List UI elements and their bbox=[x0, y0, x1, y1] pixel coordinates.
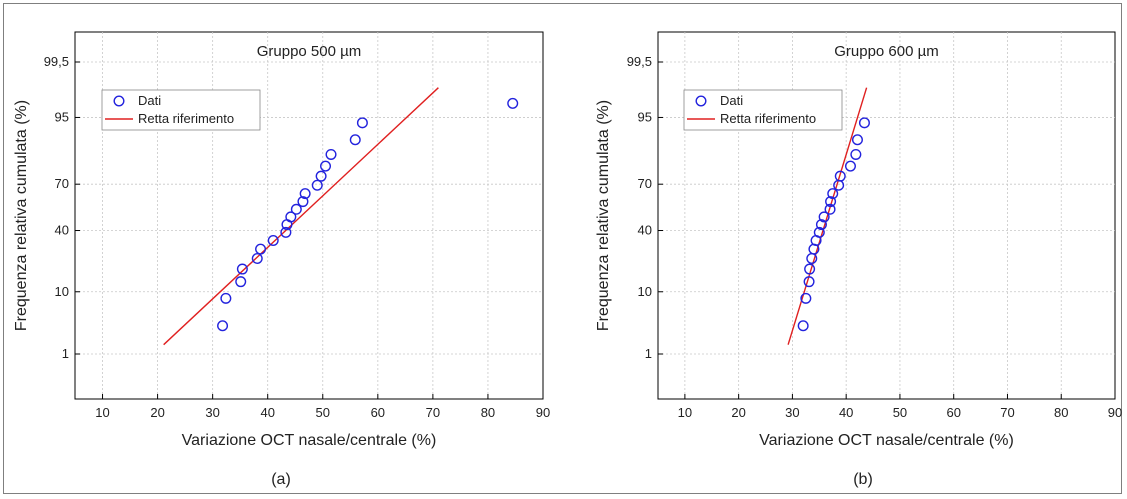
y-tick-label: 10 bbox=[55, 284, 69, 299]
legend-box bbox=[101, 89, 261, 131]
x-tick-label: 50 bbox=[316, 405, 330, 420]
data-point bbox=[800, 292, 812, 304]
data-point bbox=[858, 117, 870, 129]
data-point bbox=[813, 226, 825, 238]
x-tick-label: 70 bbox=[426, 405, 440, 420]
data-point bbox=[507, 97, 519, 109]
reference-line bbox=[163, 87, 439, 346]
x-tick-label: 90 bbox=[1108, 405, 1122, 420]
x-tick-label: 60 bbox=[371, 405, 385, 420]
data-point bbox=[311, 179, 323, 191]
legend-label-dati: Dati bbox=[720, 93, 743, 108]
x-tick-label: 90 bbox=[536, 405, 550, 420]
x-tick-label: 20 bbox=[150, 405, 164, 420]
panel-caption: (a) bbox=[271, 471, 291, 488]
data-point bbox=[834, 170, 846, 182]
data-point bbox=[299, 188, 311, 200]
data-point bbox=[844, 160, 856, 172]
data-point bbox=[815, 219, 827, 231]
legend-label-dati: Dati bbox=[138, 93, 161, 108]
data-point bbox=[356, 117, 368, 129]
x-axis-title: Variazione OCT nasale/centrale (%) bbox=[182, 432, 437, 449]
legend-label-retta: Retta riferimento bbox=[138, 111, 234, 126]
x-tick-label: 20 bbox=[731, 405, 745, 420]
data-point bbox=[217, 320, 229, 332]
data-point bbox=[797, 320, 809, 332]
legend-marker-circle bbox=[113, 95, 125, 107]
reference-line bbox=[787, 87, 868, 345]
data-point bbox=[290, 203, 302, 215]
data-point bbox=[851, 134, 863, 146]
data-point bbox=[315, 170, 327, 182]
y-tick-label: 40 bbox=[55, 223, 69, 238]
data-point bbox=[803, 276, 815, 288]
data-point bbox=[297, 196, 309, 208]
x-tick-label: 30 bbox=[205, 405, 219, 420]
data-point bbox=[236, 263, 248, 275]
data-point bbox=[824, 203, 836, 215]
y-tick-label: 1 bbox=[645, 346, 652, 361]
data-point bbox=[280, 226, 292, 238]
data-point bbox=[251, 252, 263, 264]
x-tick-label: 40 bbox=[260, 405, 274, 420]
panel-caption: (b) bbox=[853, 471, 873, 488]
x-tick-label: 30 bbox=[785, 405, 799, 420]
x-axis-title: Variazione OCT nasale/centrale (%) bbox=[759, 432, 1014, 449]
y-tick-label: 70 bbox=[55, 176, 69, 191]
x-tick-label: 50 bbox=[893, 405, 907, 420]
y-tick-label: 99,5 bbox=[627, 54, 652, 69]
y-tick-label: 95 bbox=[638, 109, 652, 124]
y-tick-label: 99,5 bbox=[44, 54, 69, 69]
data-point bbox=[255, 243, 267, 255]
data-point bbox=[825, 196, 837, 208]
y-axis-title: Frequenza relativa cumulata (%) bbox=[13, 100, 30, 331]
chart-title: Gruppo 500 µm bbox=[257, 43, 362, 60]
x-tick-label: 80 bbox=[1054, 405, 1068, 420]
data-point bbox=[850, 148, 862, 160]
data-point bbox=[325, 148, 337, 160]
data-point bbox=[349, 134, 361, 146]
x-tick-label: 60 bbox=[946, 405, 960, 420]
data-point bbox=[818, 211, 830, 223]
x-tick-label: 70 bbox=[1000, 405, 1014, 420]
chart-panel-b: 10 20 30 40 50 60 70 80 90 1 10 40 70 95 99,5 Gruppo 60… bbox=[595, 31, 1122, 488]
data-point bbox=[267, 234, 279, 246]
legend-label-retta: Retta riferimento bbox=[720, 111, 816, 126]
data-point bbox=[220, 292, 232, 304]
y-tick-label: 1 bbox=[62, 346, 69, 361]
chart-title: Gruppo 600 µm bbox=[834, 43, 939, 60]
data-point bbox=[804, 263, 816, 275]
x-tick-label: 80 bbox=[481, 405, 495, 420]
legend-box bbox=[683, 89, 843, 131]
data-point bbox=[235, 276, 247, 288]
chart-panel-a: 10 20 30 40 50 60 70 80 90 1 10 40 70 95 99,5 Gruppo 50… bbox=[13, 31, 550, 488]
legend: Dati Retta riferimento bbox=[101, 89, 261, 131]
data-point bbox=[320, 160, 332, 172]
legend-marker-circle bbox=[695, 95, 707, 107]
y-tick-label: 40 bbox=[638, 223, 652, 238]
x-tick-label: 40 bbox=[839, 405, 853, 420]
data-point bbox=[827, 188, 839, 200]
plot-area bbox=[74, 31, 544, 400]
y-axis-title: Frequenza relativa cumulata (%) bbox=[595, 100, 612, 331]
x-tick-label: 10 bbox=[678, 405, 692, 420]
plot-area bbox=[657, 31, 1116, 400]
x-tick-label: 10 bbox=[95, 405, 109, 420]
data-point bbox=[285, 211, 297, 223]
y-tick-label: 70 bbox=[638, 176, 652, 191]
y-tick-label: 10 bbox=[638, 284, 652, 299]
legend: Dati Retta riferimento bbox=[683, 89, 843, 131]
y-tick-label: 95 bbox=[55, 109, 69, 124]
